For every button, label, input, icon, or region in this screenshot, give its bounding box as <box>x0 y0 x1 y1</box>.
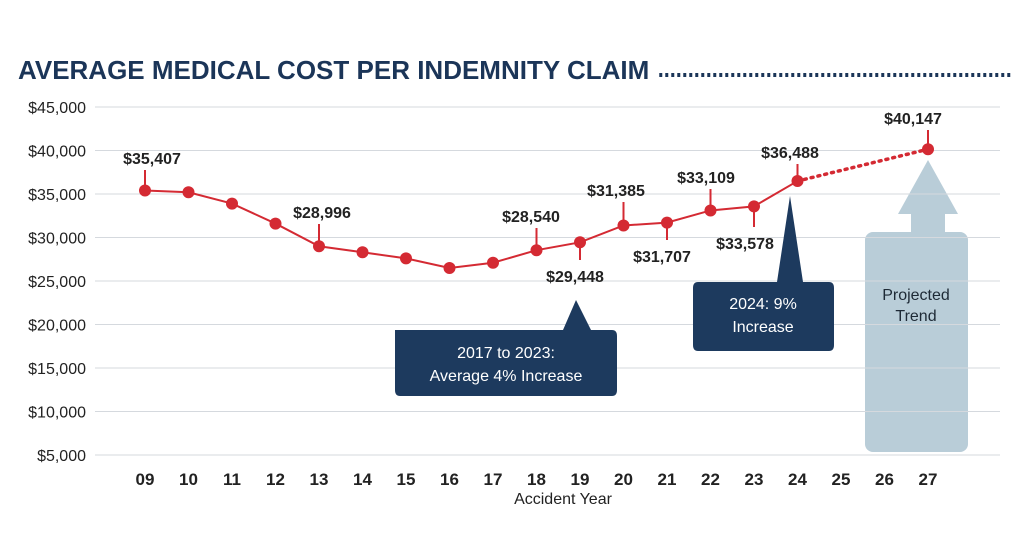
x-tick-label: 10 <box>179 470 198 489</box>
y-tick-label: $20,000 <box>28 318 86 335</box>
x-tick-label: 18 <box>527 470 546 489</box>
chart-title-svg: AVERAGE MEDICAL COST PER INDEMNITY CLAIM <box>18 55 1012 85</box>
x-tick-label: 09 <box>136 470 155 489</box>
x-tick-label: 22 <box>701 470 720 489</box>
x-tick-label: 21 <box>658 470 677 489</box>
x-tick-label: 16 <box>440 470 459 489</box>
x-tick-label: 19 <box>571 470 590 489</box>
data-label: $36,488 <box>761 145 819 162</box>
x-tick-label: 26 <box>875 470 894 489</box>
y-tick-label: $35,000 <box>28 187 86 204</box>
data-point <box>400 252 412 265</box>
y-tick-label: $25,000 <box>28 274 86 291</box>
data-label: $31,385 <box>587 183 645 200</box>
chart-title: AVERAGE MEDICAL COST PER INDEMNITY CLAIM <box>18 55 649 85</box>
x-axis-label: Accident Year <box>514 491 613 508</box>
data-point <box>182 186 195 199</box>
y-tick-label: $15,000 <box>28 361 86 378</box>
x-tick-label: 23 <box>745 470 764 489</box>
data-label: $29,448 <box>546 269 604 286</box>
data-label: $40,147 <box>884 111 942 128</box>
x-tick-label: 15 <box>397 470 416 489</box>
data-label: $28,996 <box>293 205 351 222</box>
data-point <box>487 256 499 269</box>
y-tick-label: $10,000 <box>28 405 86 422</box>
data-point <box>269 217 282 230</box>
x-tick-label: 27 <box>919 470 938 489</box>
x-tick-label: 12 <box>266 470 285 489</box>
x-tick-label: 24 <box>788 470 807 489</box>
x-tick-label: 20 <box>614 470 633 489</box>
x-tick-label: 14 <box>353 470 372 489</box>
callout-text: 2017 to 2023: <box>457 345 555 362</box>
x-tick-label: 17 <box>484 470 503 489</box>
projected-trend-text: Projected <box>882 287 950 304</box>
callout-text: Increase <box>732 319 793 336</box>
data-label: $35,407 <box>123 151 181 168</box>
data-label: $31,707 <box>633 249 691 266</box>
x-tick-label: 25 <box>832 470 851 489</box>
data-label: $33,578 <box>716 236 774 253</box>
chart-title-row: AVERAGE MEDICAL COST PER INDEMNITY CLAIM <box>18 50 1014 90</box>
y-tick-label: $30,000 <box>28 231 86 248</box>
projected-trend-box <box>865 232 968 452</box>
y-tick-label: $45,000 <box>28 100 86 117</box>
callout-text: Average 4% Increase <box>430 368 583 385</box>
data-point <box>443 261 456 274</box>
y-tick-label: $5,000 <box>37 448 86 465</box>
callout-2024 <box>693 196 834 351</box>
x-tick-label: 11 <box>223 470 241 489</box>
callout-text: 2024: 9% <box>729 296 797 313</box>
data-label: $28,540 <box>502 209 560 226</box>
projected-trend-arrow <box>898 160 958 232</box>
y-tick-label: $40,000 <box>28 144 86 161</box>
series-line <box>144 180 799 269</box>
x-tick-label: 13 <box>310 470 329 489</box>
callout-2017-2023 <box>395 300 617 396</box>
data-point <box>226 197 238 210</box>
data-label: $33,109 <box>677 170 735 187</box>
projection-line <box>795 147 930 183</box>
data-point <box>356 246 369 259</box>
projected-trend-text: Trend <box>895 308 936 325</box>
